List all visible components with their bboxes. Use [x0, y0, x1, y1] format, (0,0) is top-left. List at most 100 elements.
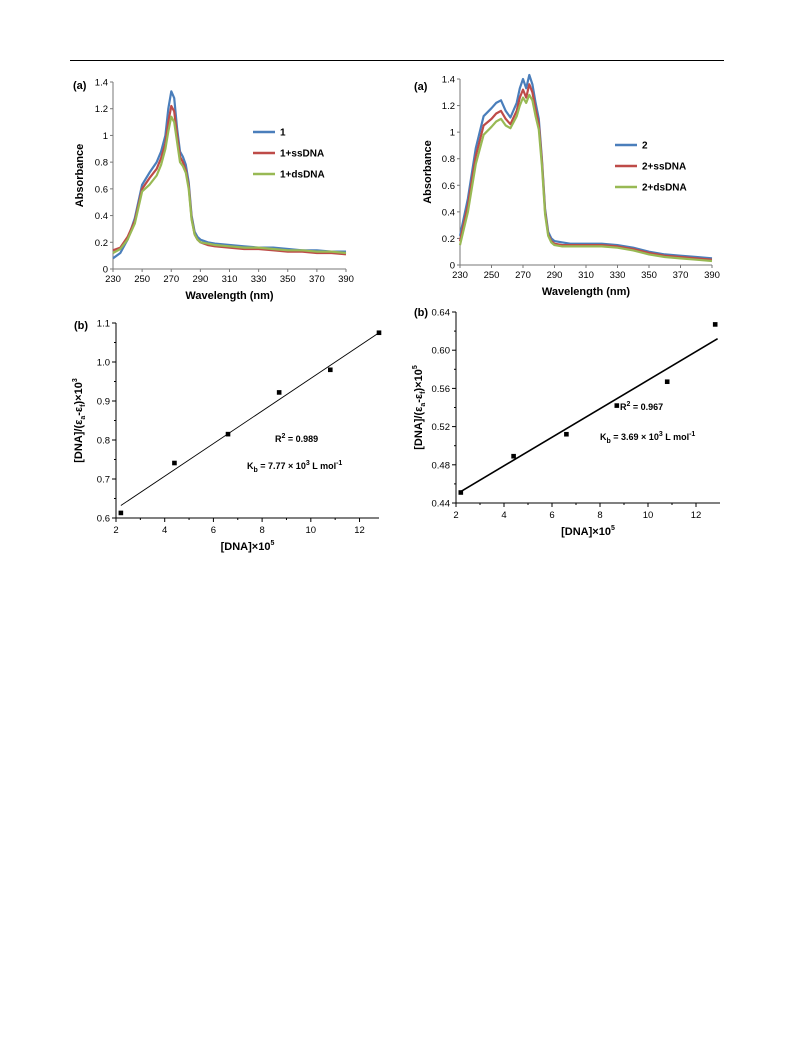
data-point — [276, 390, 282, 395]
chart-2a-svg: 230 250 270 290 310 330 350 370 390 0 0.2 0.4 0.6 0.8… — [414, 73, 720, 298]
x-title-text: [DNA]×10 — [561, 526, 611, 538]
y-title-sub: f — [80, 404, 87, 407]
data-point — [376, 330, 382, 336]
x-tick-label: 370 — [673, 270, 689, 281]
x-tick-label: 390 — [338, 274, 354, 285]
x-tick-label: 270 — [515, 270, 531, 281]
kb-value: = 7.77 × 10 — [258, 461, 306, 471]
x-title-text: [DNA]×10 — [221, 541, 271, 553]
r2-annotation: R2 = 0.967 — [620, 401, 663, 412]
y-title-sub: f — [420, 391, 427, 394]
x-tick-label: 2 — [453, 510, 458, 521]
data-point — [172, 460, 177, 466]
x-tick-label: 10 — [643, 510, 654, 521]
y-tick-label: 0.8 — [442, 154, 455, 165]
kb-unit: L mol — [663, 432, 689, 442]
y-tick-label: 0.2 — [95, 238, 108, 249]
kb-symbol: K — [247, 461, 254, 471]
data-point — [614, 403, 620, 408]
y-tick-label: 0.2 — [442, 234, 455, 245]
r2-label: R — [275, 434, 282, 444]
x-tick-label: 350 — [280, 274, 296, 285]
y-tick-label: 0.48 — [432, 460, 451, 471]
y-tick-label: 0.60 — [432, 346, 451, 357]
x-axis-title: [DNA]×105 — [221, 540, 275, 553]
x-tick-label: 12 — [691, 510, 702, 521]
panel-label: (a) — [73, 80, 87, 92]
kb-unit-exp: -1 — [689, 431, 695, 438]
x-axis-title: [DNA]×105 — [561, 525, 615, 538]
r2-sup: 2 — [282, 433, 286, 440]
legend-label: 2 — [642, 141, 648, 152]
panel-label: (b) — [414, 307, 428, 319]
kb-unit: L mol — [310, 461, 336, 471]
y-tick-label: 0.64 — [432, 308, 451, 319]
y-tick-label: 1.4 — [442, 75, 455, 86]
y-tick-label: 0 — [103, 265, 108, 276]
y-title-part: )×10 — [413, 369, 425, 391]
y-tick-label: 1.1 — [97, 319, 110, 330]
legend-label: 2+dsDNA — [642, 183, 687, 194]
data-point — [118, 510, 124, 516]
y-tick-label: 0.52 — [432, 422, 451, 433]
x-tick-label: 330 — [610, 270, 626, 281]
data-point — [564, 431, 569, 437]
y-axis-title: [DNA]/(εa-εf)×105 — [412, 365, 427, 450]
header-rule — [70, 60, 724, 61]
x-tick-label: 6 — [549, 510, 554, 521]
kb-sub: b — [607, 438, 611, 445]
x-tick-label: 390 — [704, 270, 720, 281]
chart-2a: 230 250 270 290 310 330 350 370 390 0 0.2 0.4 0.6 0.8… — [400, 65, 730, 315]
kb-symbol: K — [600, 432, 607, 442]
y-tick-label: 0.4 — [95, 211, 108, 222]
y-tick-label: 0.4 — [442, 207, 455, 218]
r2-value: = 0.989 — [285, 434, 318, 444]
y-title-part: [DNA]/(ε — [413, 406, 425, 450]
y-title-part: -ε — [413, 393, 425, 403]
r2-value: = 0.967 — [630, 402, 663, 412]
x-tick-label: 2 — [113, 525, 118, 536]
legend-label: 1+dsDNA — [280, 170, 325, 181]
r2-label: R — [620, 402, 627, 412]
data-point — [511, 453, 516, 459]
y-title-part: [DNA]/(ε — [73, 419, 85, 463]
x-tick-label: 230 — [105, 274, 121, 285]
kb-annotation: Kb = 7.77 × 103 L mol-1 — [247, 460, 342, 474]
y-title-sup: 5 — [412, 365, 419, 369]
y-tick-label: 1.2 — [95, 104, 108, 115]
chart-2b: 2 4 6 8 10 12 0.44 0.48 0.52 0.56 0.60 0.64 R2 = 0.9… — [400, 300, 740, 545]
y-title-sub: a — [80, 416, 87, 420]
y-tick-label: 0.7 — [97, 475, 110, 486]
x-tick-label: 350 — [641, 270, 657, 281]
x-tick-label: 250 — [484, 270, 500, 281]
series-line-1 — [458, 73, 713, 260]
legend-label: 1+ssDNA — [280, 149, 324, 160]
x-tick-label: 8 — [259, 525, 264, 536]
x-tick-label: 4 — [501, 510, 506, 521]
chart-1a: 230 250 270 290 310 330 350 370 390 0 0.2 0.4 0.6 0.8… — [60, 65, 360, 315]
x-tick-label: 310 — [578, 270, 594, 281]
x-tick-label: 230 — [452, 270, 468, 281]
y-tick-label: 0.9 — [97, 397, 110, 408]
x-tick-label: 370 — [309, 274, 325, 285]
data-point — [327, 367, 333, 373]
y-tick-label: 1 — [103, 131, 108, 142]
series-line-3 — [112, 115, 347, 255]
x-title-sup: 5 — [270, 540, 274, 547]
fit-line — [460, 338, 719, 493]
series-line-2 — [458, 83, 713, 261]
y-title-part: -ε — [73, 406, 85, 416]
r2-annotation: R2 = 0.989 — [275, 433, 318, 444]
kb-value: = 3.69 × 10 — [611, 432, 659, 442]
x-tick-label: 270 — [163, 274, 179, 285]
y-tick-label: 0.6 — [97, 514, 110, 525]
legend-label: 1 — [280, 128, 286, 139]
kb-unit-exp: -1 — [336, 460, 342, 467]
y-tick-label: 0.8 — [97, 436, 110, 447]
x-tick-label: 10 — [306, 525, 317, 536]
y-tick-label: 1.4 — [95, 78, 108, 89]
y-tick-label: 0.56 — [432, 384, 451, 395]
fit-line — [120, 332, 380, 506]
r2-sup: 2 — [627, 401, 631, 408]
